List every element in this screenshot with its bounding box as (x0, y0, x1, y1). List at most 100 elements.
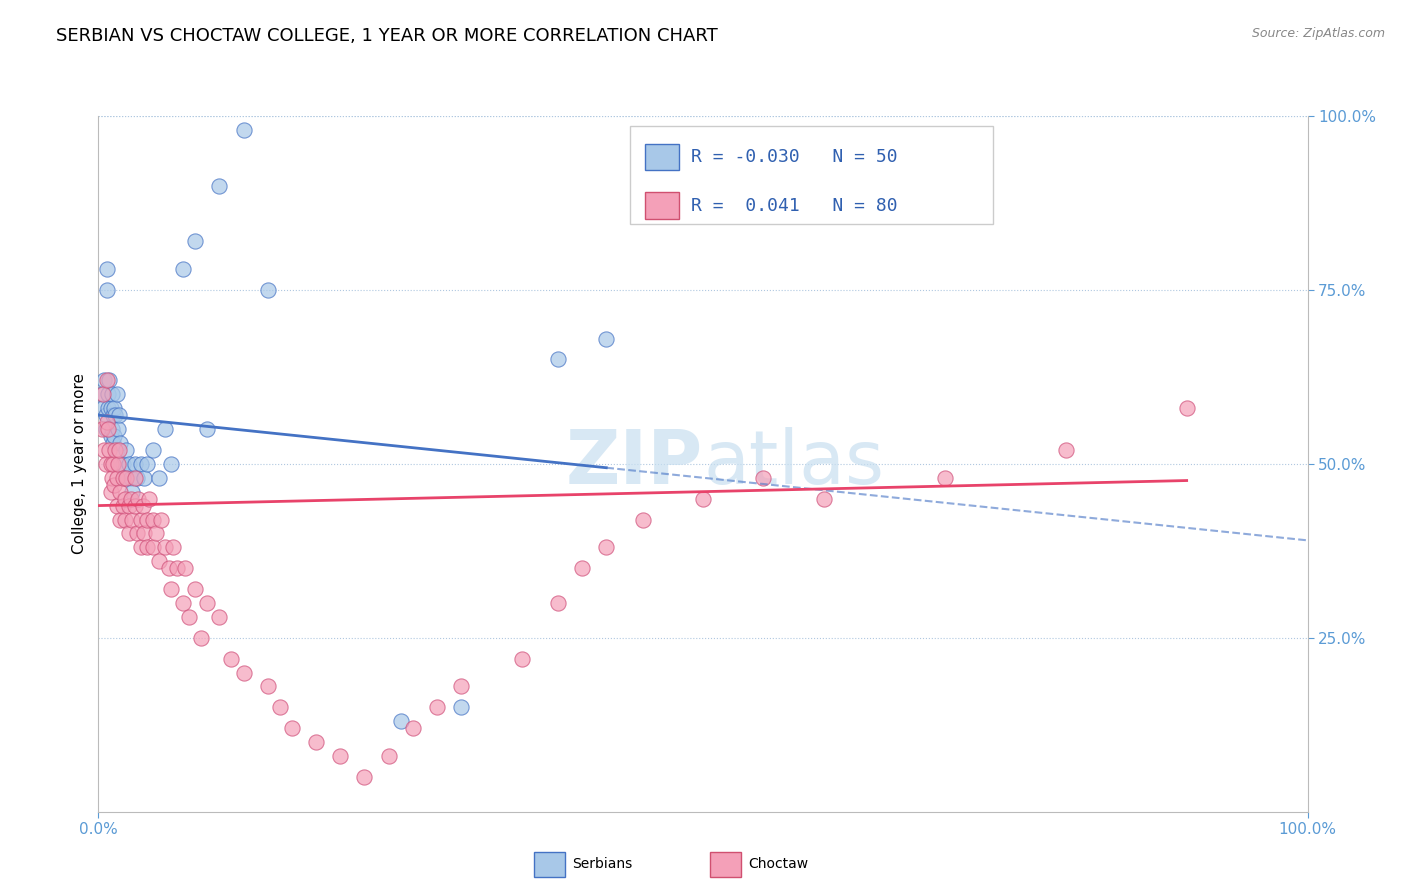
Point (166, 561, 188, 575)
Point (96, 262, 118, 277)
Point (377, 749, 399, 764)
Point (389, 714, 412, 729)
Point (184, 234, 207, 248)
Point (124, 471, 146, 485)
Point (353, 770, 375, 784)
Point (135, 457, 157, 471)
Point (256, 283, 278, 297)
Point (134, 471, 156, 485)
Point (148, 554, 170, 568)
Point (145, 526, 167, 541)
Point (1175, 401, 1198, 416)
Point (93, 373, 115, 387)
Point (135, 541, 157, 555)
Point (107, 457, 129, 471)
Point (96, 283, 118, 297)
Point (142, 512, 165, 526)
Point (103, 401, 125, 416)
Point (91, 387, 114, 401)
Point (114, 491, 136, 506)
Point (105, 499, 128, 513)
Point (142, 541, 165, 555)
Point (97, 401, 120, 416)
Text: SERBIAN VS CHOCTAW COLLEGE, 1 YEAR OR MORE CORRELATION CHART: SERBIAN VS CHOCTAW COLLEGE, 1 YEAR OR MO… (56, 27, 718, 45)
Point (91, 422, 114, 436)
Point (402, 721, 425, 735)
Point (97, 422, 120, 436)
Point (752, 471, 775, 485)
Point (547, 352, 569, 367)
FancyBboxPatch shape (645, 193, 679, 219)
Point (100, 457, 122, 471)
Point (105, 387, 128, 401)
Point (120, 491, 142, 506)
Point (450, 680, 472, 694)
Point (256, 680, 278, 694)
Point (93, 442, 115, 457)
Point (120, 471, 142, 485)
Y-axis label: College, 1 year or more: College, 1 year or more (72, 374, 87, 554)
Point (160, 582, 183, 596)
Point (115, 442, 138, 457)
Point (108, 512, 131, 526)
Point (232, 665, 254, 680)
Point (121, 512, 143, 526)
Point (108, 436, 131, 450)
Point (305, 735, 328, 749)
Point (114, 512, 136, 526)
Point (426, 700, 449, 714)
Point (208, 178, 231, 193)
Point (118, 526, 141, 541)
Point (450, 700, 472, 714)
Point (547, 596, 569, 610)
Point (281, 721, 304, 735)
Point (160, 457, 183, 471)
Point (114, 471, 136, 485)
Point (96, 415, 118, 429)
Point (134, 526, 156, 541)
Point (221, 651, 243, 665)
Point (148, 471, 170, 485)
Point (98, 373, 121, 387)
Text: Choctaw: Choctaw (748, 857, 808, 871)
Point (100, 471, 122, 485)
Text: Source: ZipAtlas.com: Source: ZipAtlas.com (1251, 27, 1385, 40)
Point (111, 457, 134, 471)
Point (107, 422, 129, 436)
Point (105, 442, 128, 457)
Point (105, 471, 128, 485)
Point (329, 749, 352, 764)
Point (108, 408, 131, 422)
Point (813, 491, 835, 506)
Point (124, 499, 146, 513)
Point (190, 631, 212, 645)
Point (184, 582, 207, 596)
Point (124, 457, 146, 471)
Point (94, 457, 117, 471)
Point (100, 484, 122, 499)
Point (91, 387, 114, 401)
Point (150, 512, 173, 526)
Point (195, 422, 218, 436)
Point (104, 442, 127, 457)
FancyBboxPatch shape (645, 144, 679, 170)
Point (121, 484, 143, 499)
Point (269, 700, 291, 714)
Point (111, 499, 134, 513)
Point (142, 442, 165, 457)
Point (138, 491, 160, 506)
Point (934, 471, 956, 485)
Point (162, 541, 184, 555)
Point (129, 541, 152, 555)
Point (101, 408, 124, 422)
Text: R =  0.041   N = 80: R = 0.041 N = 80 (690, 197, 897, 215)
Point (100, 387, 122, 401)
Point (91, 401, 114, 416)
Point (100, 401, 122, 416)
Point (153, 541, 176, 555)
Point (98, 442, 121, 457)
Point (208, 610, 231, 624)
Point (595, 541, 617, 555)
Point (692, 491, 714, 506)
Point (571, 561, 593, 575)
